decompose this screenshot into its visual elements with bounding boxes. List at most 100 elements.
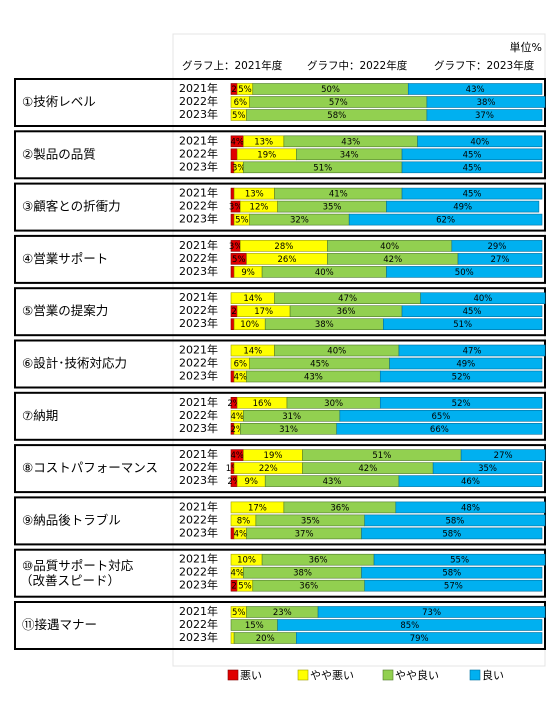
value-label: 27% bbox=[494, 451, 513, 461]
value-label: 36% bbox=[299, 582, 318, 592]
value-label: 48% bbox=[461, 503, 480, 513]
bar-segment bbox=[401, 187, 543, 200]
value-label: 52% bbox=[452, 399, 471, 409]
group-label: ④営業サポート bbox=[22, 251, 108, 266]
value-label: 65% bbox=[431, 412, 450, 422]
bar-segment bbox=[398, 475, 543, 487]
value-label: 28% bbox=[274, 242, 293, 252]
value-label: 36% bbox=[330, 503, 349, 513]
group-label: ③顧客との折衝力 bbox=[22, 199, 121, 214]
group-label: ①技術レベル bbox=[22, 94, 96, 109]
value-label: 15% bbox=[245, 621, 264, 631]
value-label: 41% bbox=[329, 190, 348, 200]
value-label: 58% bbox=[445, 516, 464, 526]
bar-segment bbox=[364, 514, 546, 527]
bar-segment bbox=[383, 318, 543, 331]
legend-label: やや良い bbox=[395, 668, 439, 682]
value-label: 13% bbox=[254, 137, 273, 147]
value-label: 4% bbox=[230, 137, 244, 147]
value-label: 49% bbox=[453, 203, 472, 213]
value-label: 2% bbox=[230, 425, 244, 435]
value-label: 57% bbox=[444, 582, 463, 592]
year-label: 2022年 bbox=[179, 460, 218, 474]
value-label: 58% bbox=[442, 569, 461, 579]
year-label: 2023年 bbox=[179, 212, 218, 226]
value-label: 43% bbox=[304, 373, 323, 383]
year-label: 2021年 bbox=[179, 343, 218, 357]
group-box bbox=[14, 391, 546, 441]
bar-segment bbox=[230, 213, 235, 226]
year-label: 2022年 bbox=[179, 356, 218, 370]
value-label: 10% bbox=[237, 556, 256, 566]
bar-segment bbox=[336, 422, 543, 435]
value-label: 51% bbox=[372, 451, 391, 461]
bar-segment bbox=[230, 266, 235, 278]
year-label: 2023年 bbox=[179, 421, 218, 435]
value-label: 40% bbox=[473, 294, 492, 304]
value-label: 79% bbox=[410, 634, 429, 644]
group-box bbox=[14, 601, 546, 650]
group-label: ⑪接遇マナー bbox=[22, 617, 97, 632]
value-label: 10% bbox=[240, 320, 259, 330]
value-label: 27% bbox=[491, 255, 510, 265]
value-label: 4% bbox=[234, 529, 248, 539]
bar-segment bbox=[389, 357, 543, 370]
group-label: ⑥設計･技術対応力 bbox=[22, 356, 127, 371]
value-label: 2% bbox=[227, 399, 241, 409]
note: グラフ下：2023年度 bbox=[434, 59, 535, 72]
value-label: 51% bbox=[453, 320, 472, 330]
value-label: 26% bbox=[278, 255, 297, 265]
year-label: 2021年 bbox=[179, 186, 218, 200]
legend-swatch bbox=[297, 669, 309, 681]
value-label: 36% bbox=[309, 556, 328, 566]
value-label: 3% bbox=[229, 203, 243, 213]
value-label: 5% bbox=[238, 85, 252, 95]
value-label: 42% bbox=[358, 464, 377, 474]
year-label: 2022年 bbox=[179, 199, 218, 213]
group-box bbox=[14, 444, 546, 494]
bar-segment bbox=[361, 566, 543, 579]
group-box bbox=[14, 548, 546, 598]
bar-segment bbox=[379, 370, 543, 383]
bar-segment bbox=[339, 409, 543, 422]
value-label: 4% bbox=[230, 569, 244, 579]
value-label: 31% bbox=[279, 425, 298, 435]
value-label: 22% bbox=[259, 464, 278, 474]
year-label: 2023年 bbox=[179, 107, 218, 121]
value-label: 20% bbox=[256, 634, 275, 644]
value-label: 58% bbox=[327, 111, 346, 121]
year-label: 2023年 bbox=[179, 159, 218, 173]
note: グラフ上：2021年度 bbox=[182, 59, 283, 72]
value-label: 5% bbox=[232, 255, 246, 265]
bar-segment bbox=[457, 253, 543, 265]
value-label: 32% bbox=[290, 216, 309, 226]
value-label: 30% bbox=[324, 399, 343, 409]
legend-label: やや悪い bbox=[310, 669, 354, 682]
value-label: 46% bbox=[461, 477, 480, 487]
value-label: 1% bbox=[226, 464, 240, 474]
year-label: 2023年 bbox=[179, 369, 218, 383]
group-box bbox=[14, 287, 546, 337]
bar-segment bbox=[398, 344, 546, 357]
group-label: ⑧コストパフォーマンス bbox=[22, 460, 158, 475]
group-box bbox=[14, 339, 546, 389]
value-label: 52% bbox=[452, 373, 471, 383]
value-label: 47% bbox=[463, 347, 482, 357]
value-label: 40% bbox=[380, 242, 399, 252]
bar-segment bbox=[230, 187, 235, 200]
year-label: 2023年 bbox=[179, 473, 218, 487]
year-label: 2022年 bbox=[179, 408, 218, 422]
group-label: ⑩品質サポート対応 bbox=[22, 558, 134, 573]
value-label: 2% bbox=[227, 477, 241, 487]
value-label: 17% bbox=[254, 307, 273, 317]
year-label: 2021年 bbox=[179, 499, 218, 513]
value-label: 37% bbox=[295, 529, 314, 539]
year-label: 2022年 bbox=[179, 303, 218, 317]
year-label: 2021年 bbox=[179, 81, 218, 95]
bar-segment bbox=[379, 396, 543, 409]
value-label: 38% bbox=[293, 569, 312, 579]
value-label: 37% bbox=[475, 111, 494, 121]
year-label: 2021年 bbox=[179, 290, 218, 304]
bar-segment bbox=[230, 318, 235, 331]
